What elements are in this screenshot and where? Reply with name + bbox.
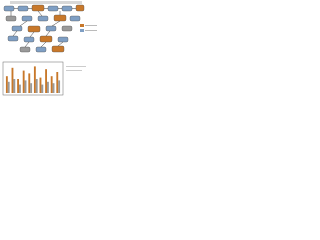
node — [45, 25, 57, 32]
node — [37, 15, 49, 22]
node — [17, 5, 29, 12]
bar — [22, 70, 25, 93]
legend — [80, 24, 97, 32]
bar — [33, 66, 36, 93]
legend-text — [85, 25, 97, 26]
pathway — [3, 4, 85, 53]
bar — [28, 73, 31, 93]
legend-swatch — [80, 29, 84, 32]
bar — [39, 77, 42, 93]
legend-text — [85, 30, 97, 31]
arrows — [10, 8, 76, 48]
node — [39, 35, 53, 43]
bar — [47, 81, 49, 93]
bar — [13, 79, 16, 93]
node — [21, 15, 33, 22]
bar — [17, 79, 19, 93]
bar — [30, 83, 33, 93]
node — [51, 45, 65, 53]
node — [27, 25, 41, 33]
caption-line — [66, 70, 82, 71]
legend-swatch — [80, 24, 84, 27]
node — [23, 36, 35, 43]
bar — [52, 83, 55, 93]
bar — [7, 81, 10, 93]
bar — [58, 80, 61, 93]
node — [57, 36, 69, 43]
title-strip — [10, 1, 82, 4]
bar-panel — [5, 66, 61, 93]
node — [5, 15, 17, 22]
node — [47, 5, 59, 12]
node — [3, 5, 15, 12]
bar — [45, 69, 47, 93]
bar — [56, 72, 59, 93]
bar — [41, 84, 44, 93]
node — [31, 4, 45, 12]
node — [7, 35, 19, 42]
node — [11, 25, 23, 32]
node — [61, 25, 73, 32]
bar — [35, 79, 38, 93]
caption-line — [66, 66, 86, 67]
node — [75, 4, 85, 12]
node — [19, 46, 31, 53]
arrow — [10, 10, 64, 48]
node — [35, 46, 47, 53]
bar — [19, 84, 21, 93]
bar — [11, 67, 14, 93]
figure — [0, 0, 100, 97]
node — [69, 15, 81, 22]
bar — [24, 80, 27, 93]
bar — [5, 76, 8, 93]
bar — [50, 76, 53, 93]
node — [61, 5, 73, 12]
node — [53, 14, 67, 22]
